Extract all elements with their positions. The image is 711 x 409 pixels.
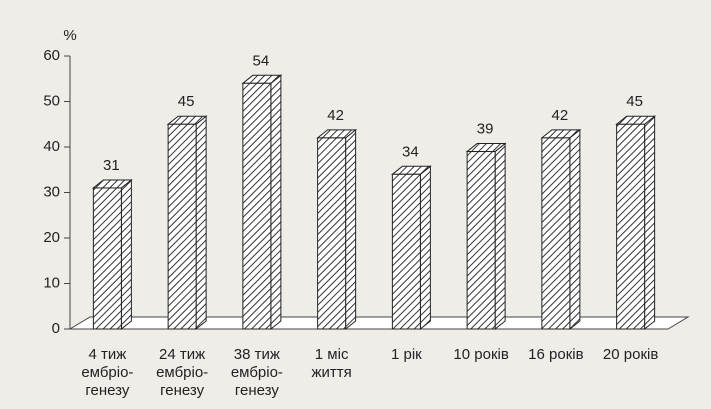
bar bbox=[616, 123, 646, 330]
bar-side bbox=[270, 74, 282, 331]
bar bbox=[317, 137, 347, 330]
bar bbox=[242, 82, 272, 330]
bar bbox=[92, 187, 122, 330]
x-tick-label: 10 років bbox=[453, 346, 508, 363]
y-axis-label: % bbox=[63, 27, 76, 44]
x-tick-label: генезу bbox=[235, 382, 279, 399]
bar-side bbox=[494, 142, 506, 331]
floor bbox=[68, 316, 690, 330]
x-tick-label: 4 тиж bbox=[88, 346, 126, 363]
x-tick-label: 20 років bbox=[603, 346, 658, 363]
value-label: 45 bbox=[178, 93, 195, 110]
bar bbox=[391, 173, 421, 330]
x-tick-label: генезу bbox=[160, 382, 204, 399]
y-tick-label: 50 bbox=[43, 92, 60, 109]
value-label: 54 bbox=[253, 52, 270, 69]
value-label: 31 bbox=[103, 157, 120, 174]
bar bbox=[466, 151, 496, 330]
y-tick-label: 30 bbox=[43, 183, 60, 200]
bar-side bbox=[419, 165, 431, 331]
value-label: 45 bbox=[626, 93, 643, 110]
x-tick-label: 24 тиж bbox=[159, 346, 205, 363]
x-tick-label: 1 міс bbox=[315, 346, 349, 363]
y-tick-label: 40 bbox=[43, 138, 60, 155]
bar bbox=[167, 123, 197, 330]
bar bbox=[541, 137, 571, 330]
bar-side bbox=[644, 115, 656, 331]
x-tick-label: ембріо- bbox=[231, 364, 283, 381]
value-label: 42 bbox=[552, 107, 569, 124]
x-tick-label: 38 тиж bbox=[234, 346, 280, 363]
bar-side bbox=[195, 115, 207, 331]
x-tick-label: ембріо- bbox=[156, 364, 208, 381]
y-tick-label: 20 bbox=[43, 229, 60, 246]
value-label: 39 bbox=[477, 121, 494, 138]
x-tick-label: ембріо- bbox=[81, 364, 133, 381]
x-tick-label: генезу bbox=[85, 382, 129, 399]
value-label: 34 bbox=[402, 143, 419, 160]
value-label: 42 bbox=[327, 107, 344, 124]
y-tick-label: 60 bbox=[43, 47, 60, 64]
y-tick-label: 0 bbox=[52, 320, 60, 337]
bar-side bbox=[120, 178, 132, 331]
x-tick-label: 16 років bbox=[528, 346, 583, 363]
x-tick-label: життя bbox=[311, 364, 351, 381]
y-tick-label: 10 bbox=[43, 274, 60, 291]
x-tick-label: 1 рік bbox=[391, 346, 422, 363]
bar-side bbox=[569, 128, 581, 331]
bar-side bbox=[345, 128, 357, 331]
